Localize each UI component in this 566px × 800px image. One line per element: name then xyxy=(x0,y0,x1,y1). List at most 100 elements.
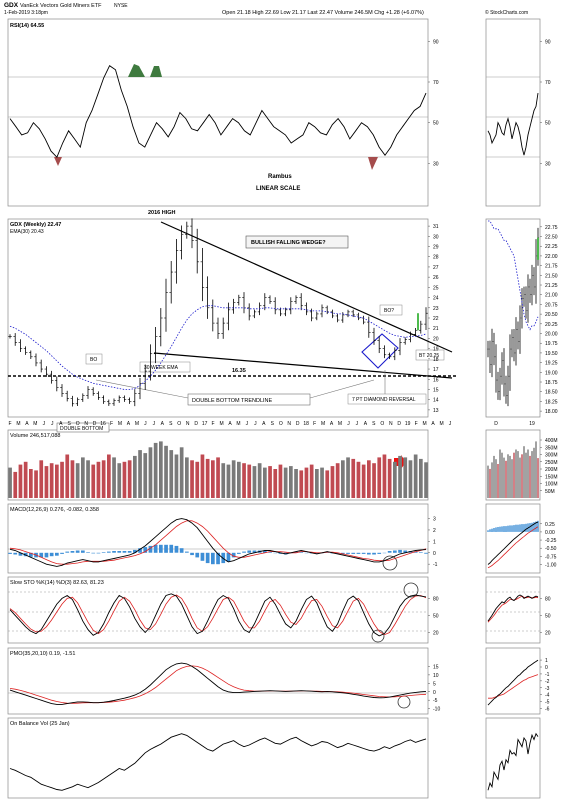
macd-histogram-bar xyxy=(18,552,23,556)
zoom-price-y-tick-label: 19.50 xyxy=(545,351,558,357)
macd-histogram-bar xyxy=(13,552,18,555)
volume-bar xyxy=(164,445,168,498)
macd-histogram-bar xyxy=(393,550,397,553)
volume-bar xyxy=(351,458,356,498)
macd-histogram-bar xyxy=(179,548,184,553)
volume-bar xyxy=(65,454,70,498)
price-x-tick-label: A xyxy=(228,421,232,427)
volume-bar xyxy=(273,469,278,498)
macd-histogram-bar xyxy=(335,552,340,554)
macd-histogram-bar xyxy=(65,551,70,553)
price-x-tick-label: J xyxy=(254,421,257,427)
volume-bar xyxy=(29,469,33,498)
price-y-tick-label: 22 xyxy=(433,316,439,322)
price-x-tick-label: J xyxy=(153,421,156,427)
macd-histogram-bar xyxy=(159,544,163,553)
rsi-y-tick-label: 30 xyxy=(433,161,439,167)
macd-histogram-bar xyxy=(96,552,101,554)
price-x-tick-label: F xyxy=(110,421,113,427)
zoom-volume-bar xyxy=(491,462,493,498)
macd-cross-circle xyxy=(382,555,398,571)
volume-bar xyxy=(341,460,345,498)
zoom-rsi-y-tick-label: 50 xyxy=(545,121,551,127)
wedge-lower-trendline xyxy=(153,352,453,379)
price-x-tick-label: D xyxy=(296,421,300,427)
zoom-sto-y-tick-label: 50 xyxy=(545,613,551,619)
volume-bar xyxy=(221,463,226,498)
macd-histogram-bar xyxy=(200,552,205,561)
volume-title: Volume 246,517,088 xyxy=(10,433,60,439)
header-credit: © StockCharts.com xyxy=(485,9,528,16)
price-x-tick-label: O xyxy=(279,421,283,427)
volume-bar xyxy=(231,460,236,498)
macd-histogram-bar xyxy=(174,545,179,553)
volume-bar xyxy=(49,463,54,498)
price-y-tick-label: 13 xyxy=(433,408,439,414)
price-y-tick-label: 29 xyxy=(433,245,439,251)
zoom-volume-bar xyxy=(525,452,527,498)
rsi-extreme-fills xyxy=(54,64,378,170)
price-x-tick-label: M xyxy=(321,421,325,427)
zoom-volume-bar xyxy=(499,449,501,498)
zoom-macd-histogram-bar xyxy=(507,525,509,532)
zoom-x-tick-label: 19 xyxy=(529,421,535,427)
volume-bar xyxy=(299,470,304,498)
zoom-volume-y-tick-label: 350M xyxy=(545,445,558,451)
volume-bar xyxy=(174,454,179,498)
zoom-macd-histogram-bar xyxy=(487,530,489,532)
macd-histogram-bar xyxy=(367,552,371,555)
price-x-tick-label: J xyxy=(43,421,46,427)
volume-bar xyxy=(257,463,262,498)
pmo-signal-line xyxy=(9,665,427,704)
macd-histogram-bar xyxy=(252,550,257,553)
zoom-macd-histogram-bar xyxy=(497,527,499,532)
macd-histogram-bar xyxy=(70,551,75,553)
zoom-pmo-y-tick-label: -5 xyxy=(545,700,550,706)
scale-label: LINEAR SCALE xyxy=(256,186,300,192)
volume-bar xyxy=(34,470,38,498)
volume-bar xyxy=(335,463,340,498)
zoom-price-y-tick-label: 19.75 xyxy=(545,341,558,347)
zoom-price-y-tick-label: 21.50 xyxy=(545,273,558,279)
zoom-macd-histogram-bar xyxy=(521,524,523,532)
zoom-ema-line xyxy=(488,220,539,331)
price-x-tick-label: A xyxy=(25,421,29,427)
macd-y-tick-label: 0 xyxy=(433,551,436,557)
zoom-macd-y-tick-label: 0.25 xyxy=(545,522,555,528)
zoom-volume-bar xyxy=(521,454,523,498)
reference-lines xyxy=(8,76,540,694)
price-x-tick-label: M xyxy=(236,421,240,427)
macd-histogram-bar xyxy=(268,551,272,553)
zoom-macd-histogram-bar xyxy=(489,529,491,532)
wedge-upper-trendline xyxy=(160,221,453,353)
price-x-tick-label: S xyxy=(169,421,173,427)
zoom-price-y-tick-label: 18.25 xyxy=(545,399,558,405)
zoom-macd-histogram-bar xyxy=(491,528,493,532)
zoom-volume-bar xyxy=(487,465,489,498)
volume-bar xyxy=(294,469,298,498)
macd-histogram-bar xyxy=(247,550,252,553)
price-y-tick-label: 31 xyxy=(433,224,439,230)
macd-histogram-bar xyxy=(101,552,106,553)
zoom-volume-bar xyxy=(535,441,537,498)
macd-histogram-bar xyxy=(55,552,59,556)
pmo-y-tick-label: -5 xyxy=(433,698,438,704)
price-x-tick-label: S xyxy=(372,421,376,427)
price-x-tick-label: N xyxy=(186,421,190,427)
price-x-tick-label: S xyxy=(68,421,72,427)
zoom-macd-histogram-bar xyxy=(525,523,527,532)
zoom-volume-bar xyxy=(495,459,497,498)
price-x-tick-label: O xyxy=(177,421,181,427)
macd-histogram-bar xyxy=(75,550,80,553)
price-y-tick-label: 20 xyxy=(433,336,439,342)
macd-histogram-bar xyxy=(299,551,304,553)
zoom-price-y-tick-label: 21.25 xyxy=(545,283,558,289)
price-x-tick-label: J xyxy=(51,421,54,427)
double-bottom-box: DOUBLE BOTTOM xyxy=(56,422,110,433)
double-bottom-label: DOUBLE BOTTOM xyxy=(60,426,103,432)
volume-bar xyxy=(247,464,252,498)
bo-right-box: BO? xyxy=(379,304,403,316)
header-name: VanEck Vectors Gold Miners ETF xyxy=(20,3,102,9)
macd-histogram-bar xyxy=(117,551,122,553)
macd-line xyxy=(9,518,427,567)
